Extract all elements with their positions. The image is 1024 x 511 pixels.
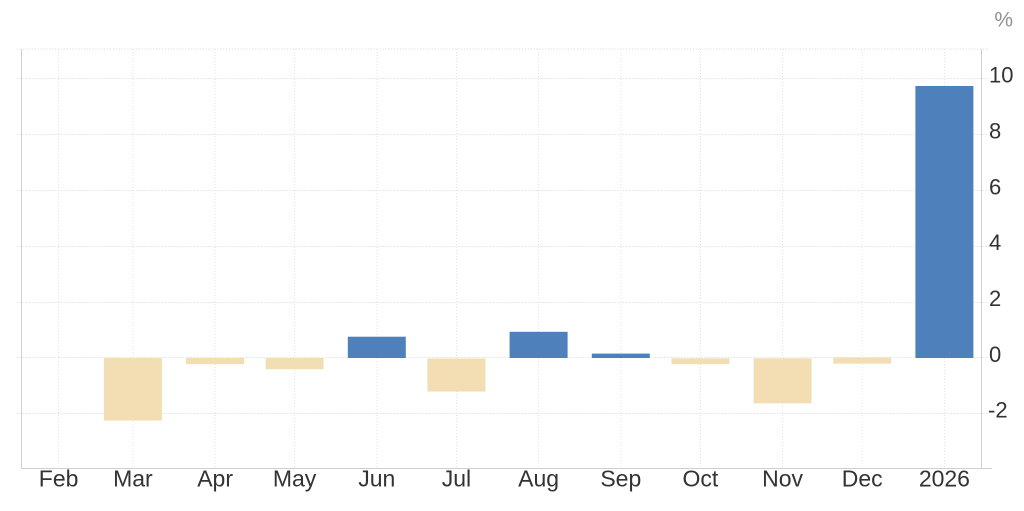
svg-text:4: 4 <box>989 230 1001 255</box>
svg-text:2: 2 <box>989 286 1001 311</box>
svg-text:8: 8 <box>989 118 1001 143</box>
svg-text:Nov: Nov <box>762 465 803 491</box>
svg-text:-2: -2 <box>988 398 1008 423</box>
svg-text:May: May <box>273 465 317 491</box>
svg-text:6: 6 <box>989 174 1001 199</box>
svg-text:Feb: Feb <box>39 465 79 491</box>
svg-text:Mar: Mar <box>113 465 153 491</box>
svg-text:Apr: Apr <box>197 465 233 491</box>
svg-text:Jun: Jun <box>358 465 395 491</box>
svg-text:2026: 2026 <box>919 465 970 491</box>
svg-text:10: 10 <box>989 63 1013 88</box>
svg-text:Aug: Aug <box>518 465 559 491</box>
svg-text:%: % <box>994 9 1013 32</box>
svg-text:Oct: Oct <box>683 465 719 491</box>
svg-text:Jul: Jul <box>442 465 471 491</box>
svg-text:Sep: Sep <box>600 465 641 491</box>
svg-text:Dec: Dec <box>842 465 883 491</box>
svg-text:0: 0 <box>989 342 1001 367</box>
